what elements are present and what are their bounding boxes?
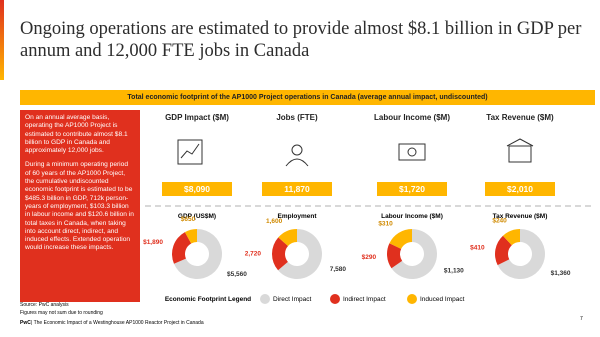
value-label: $1,130 [444,268,464,275]
donut-segment [272,237,289,271]
note: Figures may not sum due to rounding [20,310,103,316]
value-label: $5,560 [227,271,247,278]
value-label: $1,890 [143,239,163,246]
value-label: $240 [492,218,507,225]
value-label: 7,580 [330,266,347,273]
donut-segment [278,229,297,247]
icon-gdp-line [180,143,200,159]
total-box: $8,090 [162,182,232,196]
donut-segment [173,229,222,279]
icon-jobs-body [285,158,309,167]
total-box: $1,720 [377,182,447,196]
icons [177,138,534,167]
accent-bar [0,0,4,80]
donut-segment [171,232,192,264]
donut-segment [389,229,412,249]
legend-label: Induced Impact [420,296,465,303]
icon-gdp [177,139,203,165]
donut-segment [497,229,545,279]
column-header: Jobs (FTE) [276,113,318,122]
icon-labour-coin [407,147,417,157]
legend-label: Direct Impact [273,296,311,303]
total-box: 11,870 [262,182,332,196]
value-label: $650 [181,216,196,223]
donut-segment [278,229,322,279]
donut-segment [391,228,438,279]
donut-segment [495,235,512,266]
banner: Total economic footprint of the AP1000 P… [20,90,595,105]
donut-segment [184,229,197,244]
donut-segment [502,229,520,246]
source: Source: PwC analysis [20,302,69,308]
column-header: GDP Impact ($M) [165,113,229,122]
icon-tax [508,145,532,163]
slide-title: Ongoing operations are estimated to prov… [20,19,582,61]
value-label: $310 [378,221,393,228]
column-header: Labour Income ($M) [373,113,450,122]
sidebar: On an annual average basis, operating th… [20,110,140,302]
value-label: 2,720 [245,251,262,258]
icon-jobs [291,144,303,156]
value-label: $290 [362,254,377,261]
legend-title: Economic Footprint Legend [165,296,251,303]
sidebar-text: During a minimum operating period of 60 … [25,161,134,252]
chart-title: Employment [277,213,317,220]
donut-segment [387,243,403,269]
total-box: $2,010 [485,182,555,196]
chart-title: Labour Income ($M) [381,213,443,220]
brand: PwC [20,320,31,326]
column-header: Tax Revenue ($M) [486,113,554,122]
value-label: 1,600 [266,218,283,225]
icon-labour [398,143,426,161]
legend-swatch [260,294,270,304]
chart-title: GDP (US$M) [178,213,216,220]
page-number: 7 [580,316,583,322]
chart-title: Tax Revenue ($M) [493,213,548,220]
sidebar-text: On an annual average basis, operating th… [25,114,128,155]
value-label: $410 [470,245,485,252]
legend-swatch [330,294,340,304]
legend-label: Indirect Impact [343,296,386,303]
icon-tax-roof [506,138,534,147]
value-label: $1,360 [551,270,571,277]
footer-caption: | The Economic Impact of a Westinghouse … [31,320,204,326]
legend-swatch [407,294,417,304]
